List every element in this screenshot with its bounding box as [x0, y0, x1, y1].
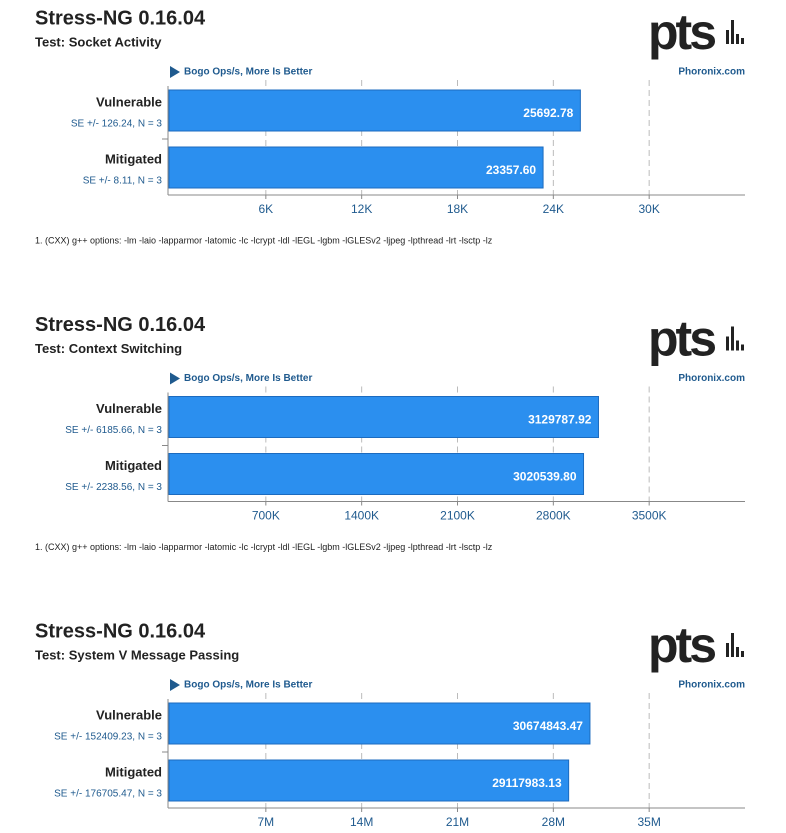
bar — [168, 702, 591, 745]
value-label: 30674843.47 — [513, 719, 583, 733]
logo-bar — [731, 326, 734, 351]
footnote: 1. (CXX) g++ options: -lm -laio -lapparm… — [35, 235, 493, 245]
x-tick-label: 24K — [543, 202, 564, 216]
value-label: 3129787.92 — [528, 413, 592, 427]
logo-bar — [726, 30, 729, 44]
x-tick-label: 28M — [542, 815, 565, 829]
category-label: Vulnerable — [96, 401, 162, 416]
category-label: Mitigated — [105, 458, 162, 473]
x-tick-label: 21M — [446, 815, 469, 829]
logo-bar — [741, 344, 744, 351]
axis-label: Bogo Ops/s, More Is Better — [184, 680, 312, 691]
source: Phoronix.com — [678, 373, 745, 384]
source: Phoronix.com — [678, 680, 745, 691]
error-label: SE +/- 8.11, N = 3 — [83, 176, 163, 187]
x-tick-label: 30K — [638, 202, 659, 216]
chart-title: Stress-NG 0.16.04 — [35, 314, 206, 336]
x-tick-label: 3500K — [632, 509, 667, 523]
logo-bar — [736, 34, 739, 44]
error-label: SE +/- 126.24, N = 3 — [71, 119, 163, 130]
error-label: SE +/- 176705.47, N = 3 — [54, 789, 162, 800]
value-label: 3020539.80 — [513, 470, 577, 484]
x-tick-label: 700K — [252, 509, 280, 523]
logo: pts — [648, 311, 715, 367]
category-label: Mitigated — [105, 764, 162, 779]
bar — [168, 146, 544, 189]
category-label: Mitigated — [105, 151, 162, 166]
category-label: Vulnerable — [96, 94, 162, 109]
bar — [168, 89, 581, 132]
logo: pts — [648, 4, 715, 60]
bar — [168, 453, 585, 495]
x-tick-label: 18K — [447, 202, 468, 216]
error-label: SE +/- 6185.66, N = 3 — [65, 425, 162, 436]
logo-bar — [736, 647, 739, 657]
chart-title: Stress-NG 0.16.04 — [35, 7, 206, 29]
value-label: 25692.78 — [523, 106, 573, 120]
logo-bar — [731, 633, 734, 657]
x-tick-label: 2800K — [536, 509, 571, 523]
error-label: SE +/- 152409.23, N = 3 — [54, 732, 162, 743]
axis-label: Bogo Ops/s, More Is Better — [184, 373, 312, 384]
x-tick-label: 35M — [637, 815, 660, 829]
axis-arrow — [170, 679, 180, 691]
bar — [168, 396, 599, 438]
error-label: SE +/- 2238.56, N = 3 — [65, 482, 162, 493]
x-tick-label: 12K — [351, 202, 372, 216]
axis-arrow — [170, 372, 180, 385]
logo-bar — [741, 651, 744, 657]
logo-bar — [736, 340, 739, 351]
logo-bar — [726, 643, 729, 657]
source: Phoronix.com — [678, 67, 745, 78]
x-tick-label: 2100K — [440, 509, 475, 523]
x-tick-label: 14M — [350, 815, 373, 829]
axis-arrow — [170, 66, 180, 78]
x-tick-label: 6K — [258, 202, 273, 216]
logo-bar — [726, 336, 729, 351]
logo-bar — [731, 20, 734, 44]
axis-label: Bogo Ops/s, More Is Better — [184, 67, 312, 78]
chart-title: Stress-NG 0.16.04 — [35, 620, 206, 642]
logo-bar — [741, 38, 744, 44]
bar — [168, 759, 570, 802]
category-label: Vulnerable — [96, 707, 162, 722]
x-tick-label: 1400K — [344, 509, 379, 523]
logo: pts — [648, 617, 715, 673]
value-label: 29117983.13 — [492, 776, 562, 790]
chart-subtitle: Test: Context Switching — [35, 341, 182, 356]
chart-subtitle: Test: System V Message Passing — [35, 647, 239, 662]
chart-subtitle: Test: Socket Activity — [35, 34, 162, 49]
x-tick-label: 7M — [257, 815, 274, 829]
footnote: 1. (CXX) g++ options: -lm -laio -lapparm… — [35, 542, 493, 552]
value-label: 23357.60 — [486, 163, 536, 177]
